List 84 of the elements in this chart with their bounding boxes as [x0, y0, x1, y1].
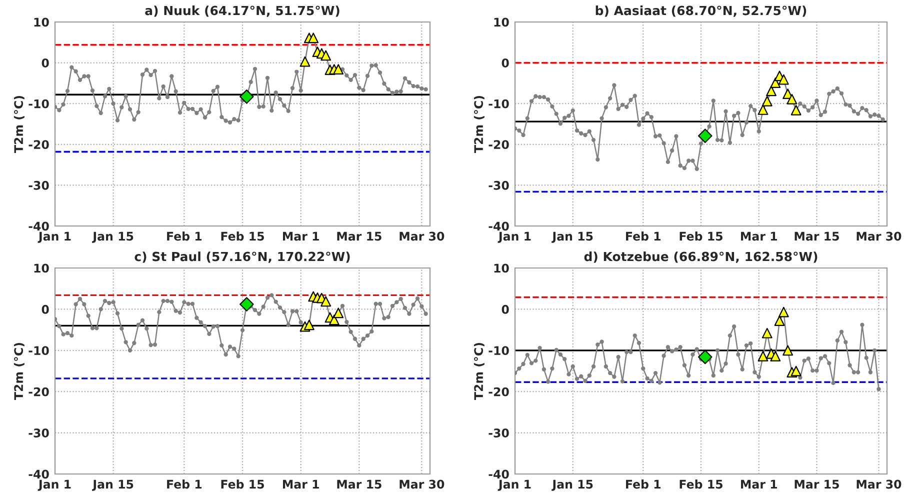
y-tick-label: 0: [502, 304, 509, 314]
point: [698, 128, 712, 143]
point: [770, 78, 781, 88]
point: [320, 296, 332, 307]
x-tick-label: Jan 15: [552, 232, 593, 243]
point: [758, 350, 768, 362]
y-axis-title: T2m (°C): [474, 342, 484, 400]
x-tick-label: Jan 1: [38, 480, 71, 491]
point: [333, 64, 344, 75]
y-tick-label: -10: [488, 99, 509, 108]
chart-title: b) Aasiaat (68.70°N, 52.75°W): [596, 6, 806, 17]
y-axis-title: T2m (°C): [474, 96, 484, 153]
x-tick-label: Feb 15: [680, 480, 722, 489]
y-tick-label: 0: [42, 58, 49, 68]
x-tick-label: Feb 1: [167, 480, 202, 489]
x-tick-label: Mar 15: [794, 232, 839, 241]
x-tick-label: Mar 30: [400, 480, 444, 489]
x-tick-label: Mar 15: [337, 480, 382, 489]
x-tick-label: Jan 1: [38, 232, 71, 243]
x-tick-label: Mar 30: [856, 480, 902, 489]
x-tick-label: Jan 1: [498, 480, 531, 491]
y-tick-label: -20: [28, 387, 49, 396]
point: [304, 320, 314, 330]
point: [300, 56, 310, 67]
point: [698, 350, 712, 364]
point: [762, 328, 772, 338]
y-tick-label: -20: [488, 140, 509, 150]
x-tick-label: Mar 1: [282, 480, 319, 489]
point: [778, 306, 789, 318]
point: [790, 104, 802, 116]
point: [333, 308, 344, 318]
point: [766, 86, 776, 96]
x-tick-label: Jan 1: [498, 232, 531, 243]
y-tick-label: -30: [488, 428, 509, 438]
y-tick-label: 10: [494, 264, 509, 273]
point: [770, 350, 781, 362]
y-tick-label: -40: [488, 470, 509, 479]
x-tick-label: Mar 15: [337, 232, 382, 241]
x-tick-label: Feb 1: [626, 480, 661, 489]
y-axis-title: T2m (°C): [14, 342, 24, 400]
x-tick-label: Mar 1: [282, 232, 319, 241]
y-tick-label: 0: [42, 304, 49, 314]
y-tick-label: -40: [488, 222, 509, 231]
y-tick-label: -10: [488, 346, 509, 356]
y-tick-label: -10: [28, 99, 49, 108]
x-tick-label: Jan 15: [552, 480, 593, 491]
x-tick-label: Mar 30: [856, 232, 902, 241]
x-tick-label: Mar 1: [741, 232, 777, 241]
chart-title: a) Nuuk (64.17°N, 51.75°W): [145, 6, 340, 17]
point: [758, 104, 768, 115]
x-tick-label: Feb 15: [221, 480, 264, 489]
y-tick-label: -40: [28, 222, 49, 231]
y-tick-label: -30: [28, 428, 49, 438]
point: [320, 50, 332, 61]
x-tick-label: Mar 1: [741, 480, 777, 489]
point: [786, 94, 798, 104]
y-tick-label: -30: [28, 180, 49, 190]
y-tick-label: -20: [28, 140, 49, 150]
x-tick-label: Mar 30: [400, 232, 444, 241]
x-tick-label: Mar 15: [794, 480, 839, 489]
x-tick-label: Feb 1: [167, 232, 202, 241]
y-tick-label: 0: [502, 58, 509, 68]
point: [774, 316, 785, 326]
y-axis-title: T2m (°C): [14, 96, 24, 153]
y-tick-label: -10: [28, 346, 49, 356]
x-tick-label: Feb 1: [626, 232, 661, 241]
y-tick-label: 10: [494, 18, 509, 27]
chart-title: d) Kotzebue (66.89°N, 162.58°W): [584, 252, 818, 263]
x-tick-label: Jan 15: [92, 480, 134, 491]
y-tick-label: -20: [488, 387, 509, 396]
point: [782, 345, 794, 356]
x-tick-label: Feb 15: [221, 232, 264, 241]
chart-title: c) St Paul (57.16°N, 170.22°W): [134, 252, 350, 263]
x-tick-label: Jan 15: [92, 232, 134, 243]
y-tick-label: -40: [28, 470, 49, 479]
x-tick-label: Feb 15: [680, 232, 722, 241]
point: [328, 314, 340, 326]
y-tick-label: -30: [488, 180, 509, 190]
y-tick-label: 10: [34, 264, 49, 273]
point: [778, 74, 789, 85]
point: [762, 96, 772, 106]
point: [308, 32, 319, 44]
y-tick-label: 10: [34, 18, 49, 27]
point: [790, 366, 802, 376]
